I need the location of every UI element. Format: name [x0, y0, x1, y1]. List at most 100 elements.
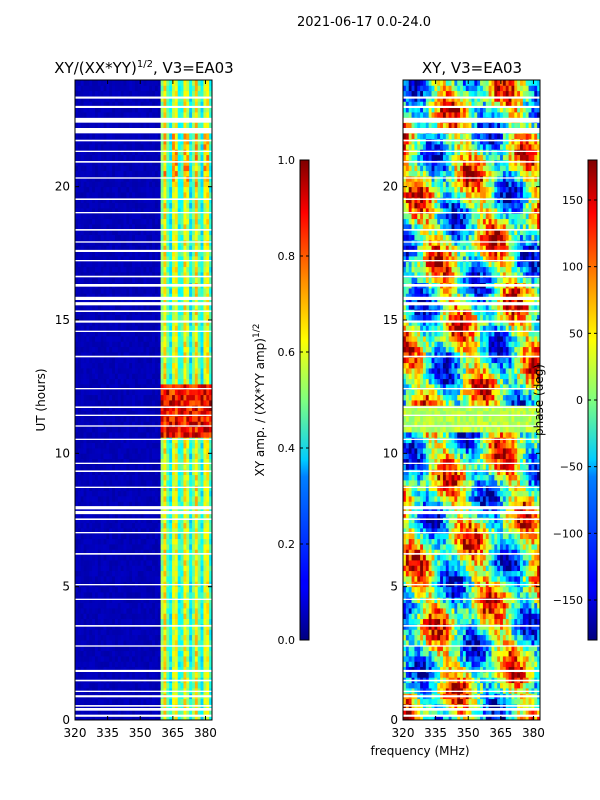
amplitude-cell [166, 597, 170, 604]
amplitude-cell [132, 458, 136, 465]
amplitude-cell [163, 613, 167, 620]
amplitude-cell [197, 426, 201, 433]
amplitude-cell [103, 464, 107, 470]
amplitude-cell [134, 506, 139, 513]
amplitude-cell [154, 554, 159, 561]
amplitude-cell [109, 400, 113, 406]
amplitude-cell [75, 400, 79, 406]
amplitude-cell [177, 426, 181, 433]
amplitude-cell [83, 250, 87, 257]
amplitude-cell [157, 714, 162, 721]
amplitude-cell [106, 650, 110, 657]
amplitude-cell [189, 330, 193, 337]
amplitude-cell [83, 298, 87, 305]
amplitude-cell [186, 346, 190, 353]
amplitude-cell [109, 709, 113, 716]
amplitude-cell [192, 421, 196, 428]
amplitude-cell [172, 165, 176, 172]
amplitude-cell [189, 448, 193, 454]
amplitude-cell [140, 485, 144, 492]
amplitude-cell [106, 416, 110, 422]
amplitude-cell [163, 352, 167, 358]
amplitude-cell [177, 528, 181, 534]
amplitude-cell [192, 218, 196, 225]
amplitude-cell [192, 208, 196, 214]
amplitude-cell [89, 261, 93, 268]
amplitude-cell [97, 170, 102, 177]
amplitude-cell [146, 661, 150, 668]
amplitude-cell [123, 714, 127, 721]
amplitude-cell [169, 336, 173, 342]
amplitude-cell [149, 400, 153, 406]
amplitude-cell [189, 480, 193, 486]
amplitude-cell [89, 410, 93, 417]
amplitude-cell [134, 261, 139, 268]
amplitude-cell [75, 261, 79, 268]
amplitude-cell [106, 490, 110, 497]
amplitude-cell [152, 682, 156, 689]
amplitude-cell [140, 405, 144, 412]
amplitude-cell [94, 352, 99, 358]
amplitude-cell [134, 586, 139, 593]
amplitude-cell [180, 613, 184, 620]
amplitude-cell [77, 325, 82, 332]
amplitude-cell [197, 480, 201, 486]
amplitude-cell [132, 506, 136, 513]
amplitude-cell [169, 570, 173, 577]
amplitude-cell [100, 197, 104, 204]
amplitude-cell [163, 250, 167, 257]
amplitude-cell [200, 698, 204, 705]
amplitude-cell [129, 714, 133, 721]
amplitude-cell [203, 234, 207, 241]
amplitude-cell [203, 618, 207, 625]
amplitude-cell [183, 336, 187, 342]
amplitude-cell [132, 426, 136, 433]
amplitude-cell [132, 704, 136, 710]
amplitude-cell [157, 197, 162, 204]
amplitude-cell [117, 293, 122, 300]
amplitude-cell [154, 314, 159, 321]
amplitude-cell [92, 314, 96, 321]
amplitude-cell [97, 272, 102, 278]
amplitude-cell [103, 544, 107, 550]
amplitude-cell [174, 208, 179, 214]
amplitude-cell [174, 538, 179, 545]
amplitude-cell [174, 416, 179, 422]
amplitude-cell [154, 618, 159, 625]
amplitude-cell [86, 629, 90, 636]
amplitude-cell [146, 533, 150, 540]
amplitude-cell [106, 464, 110, 470]
amplitude-cell [120, 650, 124, 657]
amplitude-cell [194, 240, 199, 246]
amplitude-cell [149, 202, 153, 209]
amplitude-cell [189, 554, 193, 561]
amplitude-cell [129, 645, 133, 652]
amplitude-cell [189, 506, 193, 513]
amplitude-cell [197, 661, 201, 668]
amplitude-cell [123, 629, 127, 636]
amplitude-cell [160, 405, 164, 412]
amplitude-cell [103, 501, 107, 508]
amplitude-cell [206, 245, 210, 252]
amplitude-cell [157, 416, 162, 422]
amplitude-cell [129, 224, 133, 230]
amplitude-cell [75, 362, 79, 369]
amplitude-cell [152, 538, 156, 545]
amplitude-cell [92, 416, 96, 422]
amplitude-cell [94, 330, 99, 337]
amplitude-cell [160, 586, 164, 593]
amplitude-cell [157, 496, 162, 502]
amplitude-cell [209, 624, 213, 630]
amplitude-cell [94, 672, 99, 678]
amplitude-cell [194, 213, 199, 220]
amplitude-cell [123, 421, 127, 428]
amplitude-cell [129, 352, 133, 358]
amplitude-cell [146, 352, 150, 358]
amplitude-cell [103, 298, 107, 305]
amplitude-cell [203, 346, 207, 353]
amplitude-cell [80, 288, 84, 294]
amplitude-cell [172, 512, 176, 518]
amplitude-cell [126, 421, 130, 428]
amplitude-cell [209, 672, 213, 678]
amplitude-cell [103, 272, 107, 278]
